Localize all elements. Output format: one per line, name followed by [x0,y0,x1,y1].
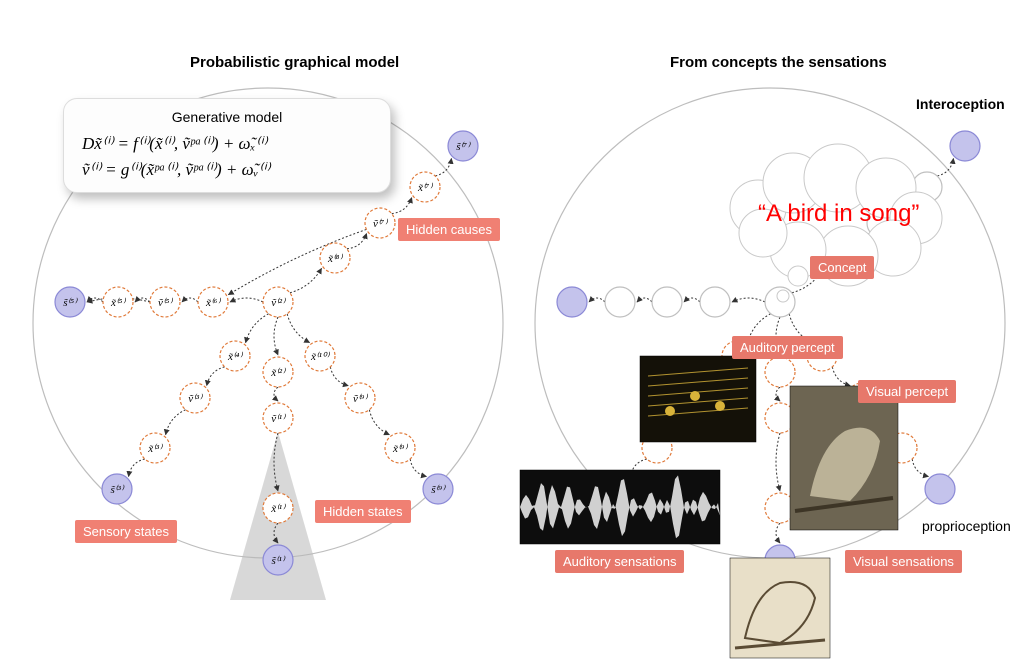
left-badge-1: Hidden states [315,500,411,523]
svg-text:x̃⁽¹⁰⁾: x̃⁽¹⁰⁾ [310,351,330,363]
svg-text:s̃⁽⁹⁾: s̃⁽⁹⁾ [431,484,446,496]
right-badge-2: Visual percept [858,380,956,403]
waveform [520,470,720,544]
svg-text:ṽ⁽²⁾: ṽ⁽²⁾ [271,297,286,309]
bird-sketch [730,558,830,658]
quote: “A bird in song” [758,200,919,228]
right-badge-3: Auditory sensations [555,550,684,573]
music-notes [640,356,756,442]
svg-text:ṽ⁽³⁾: ṽ⁽³⁾ [188,393,203,405]
svg-text:x̃⁽⁷⁾: x̃⁽⁷⁾ [417,182,433,194]
svg-text:s̃⁽⁵⁾: s̃⁽⁵⁾ [63,297,78,309]
svg-text:x̃⁽⁹⁾: x̃⁽⁹⁾ [392,443,408,455]
plain-1: proprioception [922,518,1011,534]
left-badge-2: Sensory states [75,520,177,543]
right-badge-0: Concept [810,256,874,279]
svg-text:s̃⁽⁷⁾: s̃⁽⁷⁾ [456,141,471,153]
plain-0: Interoception [916,96,1005,112]
svg-text:x̃⁽¹⁾: x̃⁽¹⁾ [270,503,286,515]
svg-text:x̃⁽⁸⁾: x̃⁽⁸⁾ [327,253,343,265]
right-badge-4: Visual sensations [845,550,962,573]
left-badge-0: Hidden causes [398,218,500,241]
right-badge-1: Auditory percept [732,336,843,359]
svg-text:ṽ⁽⁵⁾: ṽ⁽⁵⁾ [158,297,173,309]
svg-text:s̃⁽³⁾: s̃⁽³⁾ [111,484,125,496]
svg-text:x̃⁽⁶⁾: x̃⁽⁶⁾ [205,297,221,309]
svg-text:s̃⁽¹⁾: s̃⁽¹⁾ [272,555,286,567]
svg-text:x̃⁽³⁾: x̃⁽³⁾ [147,443,163,455]
svg-text:x̃⁽⁵⁾: x̃⁽⁵⁾ [110,297,126,309]
svg-text:ṽ⁽¹⁾: ṽ⁽¹⁾ [271,413,286,425]
svg-text:x̃⁽²⁾: x̃⁽²⁾ [270,367,286,379]
generative-model-box: Generative modelDx̃⁽ⁱ⁾ = f⁽ⁱ⁾(x̃⁽ⁱ⁾, ṽᵖᵃ… [63,98,391,193]
svg-text:x̃⁽⁴⁾: x̃⁽⁴⁾ [227,351,243,363]
svg-text:ṽ⁽⁹⁾: ṽ⁽⁹⁾ [353,393,368,405]
title-right: From concepts the sensations [670,54,887,71]
bird-photo [790,386,898,530]
svg-text:ṽ⁽⁷⁾: ṽ⁽⁷⁾ [373,218,388,230]
title-left: Probabilistic graphical model [190,54,399,71]
